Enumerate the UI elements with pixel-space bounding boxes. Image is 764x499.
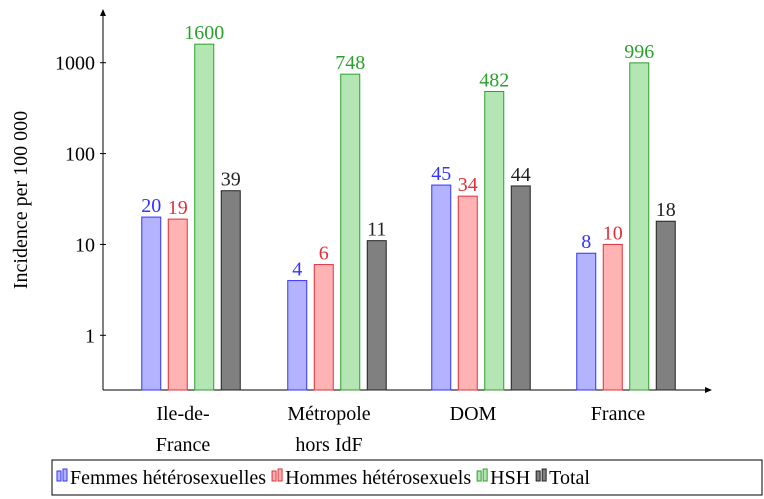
value-label: 482	[479, 70, 509, 92]
bar	[141, 216, 162, 391]
y-tick-label: 10	[75, 234, 95, 256]
legend-label: Femmes hétérosexuelles	[70, 467, 266, 489]
value-label: 20	[141, 195, 161, 217]
value-label: 18	[656, 199, 676, 221]
value-label: 1600	[184, 22, 224, 44]
value-label: 6	[319, 243, 329, 265]
x-tick-label-line: France	[591, 403, 646, 425]
bar	[431, 184, 452, 391]
legend-swatch	[277, 468, 283, 482]
x-tick-label-line: DOM	[450, 403, 497, 425]
y-tick-label: 1000	[55, 53, 95, 75]
x-tick-label-line: hors IdF	[295, 434, 362, 456]
y-axis-label: Incidence per 100 000	[10, 111, 32, 289]
legend-label: HSH	[490, 467, 530, 489]
x-tick-label: DOM	[450, 403, 497, 425]
value-label: 44	[511, 164, 531, 186]
bar	[194, 43, 215, 391]
x-axis-arrow	[705, 387, 712, 393]
value-label: 10	[603, 222, 623, 244]
value-label: 45	[431, 163, 451, 185]
legend-swatch	[56, 470, 62, 482]
x-tick-label: Ile-de- France	[156, 403, 211, 456]
x-tick-label: Métropole hors IdF	[287, 403, 370, 456]
value-label: 8	[581, 231, 591, 253]
legend-swatch	[482, 468, 488, 482]
value-label: 19	[168, 197, 188, 219]
bar	[340, 73, 361, 391]
legend-swatch	[62, 468, 68, 482]
bar	[629, 62, 650, 391]
legend-label: Total	[549, 467, 590, 489]
bar	[167, 218, 188, 391]
y-tick-label: 1	[85, 325, 95, 347]
bar	[457, 195, 478, 391]
legend-box	[51, 459, 763, 496]
value-label: 4	[292, 259, 302, 281]
legend-swatch	[476, 470, 482, 482]
bar	[220, 190, 241, 391]
bar	[313, 264, 334, 391]
legend-swatch	[271, 470, 277, 482]
bar	[602, 243, 623, 391]
bar	[576, 252, 597, 391]
legend-label: Hommes hétérosexuels	[285, 467, 471, 489]
bar	[484, 91, 505, 391]
x-tick-label-line: Métropole	[287, 403, 370, 425]
x-tick-label-line: France	[156, 434, 211, 456]
x-tick-label: France	[591, 403, 646, 425]
bar	[510, 185, 531, 391]
bar	[655, 220, 676, 391]
value-label: 748	[335, 52, 365, 74]
value-label: 39	[221, 169, 241, 191]
x-tick-label-line: Ile-de-	[156, 403, 209, 425]
bar	[287, 280, 308, 391]
bar	[366, 240, 387, 391]
y-tick-label: 100	[65, 144, 95, 166]
value-label: 34	[458, 174, 478, 196]
legend-swatch	[535, 470, 541, 482]
value-label: 11	[367, 219, 386, 241]
y-axis-arrow	[100, 9, 106, 16]
value-label: 996	[624, 41, 654, 63]
legend-swatch	[541, 468, 547, 482]
